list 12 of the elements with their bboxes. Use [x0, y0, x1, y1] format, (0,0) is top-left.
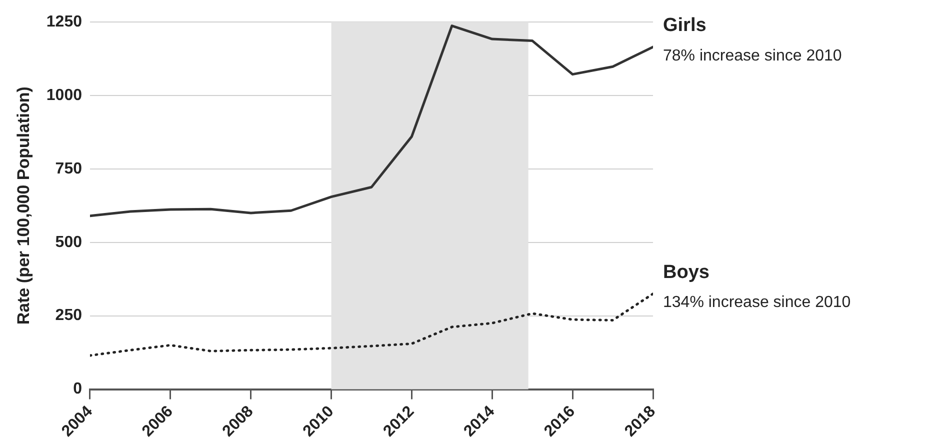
y-tick-label: 500 [55, 234, 82, 251]
y-tick-label: 750 [55, 160, 82, 178]
y-tick-label: 250 [55, 307, 82, 324]
y-axis-title: Rate (per 100,000 Population) [14, 86, 33, 325]
annotation: 134% increase since 2010 [663, 294, 851, 312]
annotation: 78% increase since 2010 [663, 47, 842, 64]
y-tick-label: 1250 [46, 13, 82, 30]
y-tick-label: 1000 [46, 86, 82, 104]
line-series [90, 292, 653, 357]
series-label: Girls [663, 15, 706, 36]
series-label: Boys [663, 262, 710, 284]
y-tick-label: 0 [73, 380, 82, 398]
